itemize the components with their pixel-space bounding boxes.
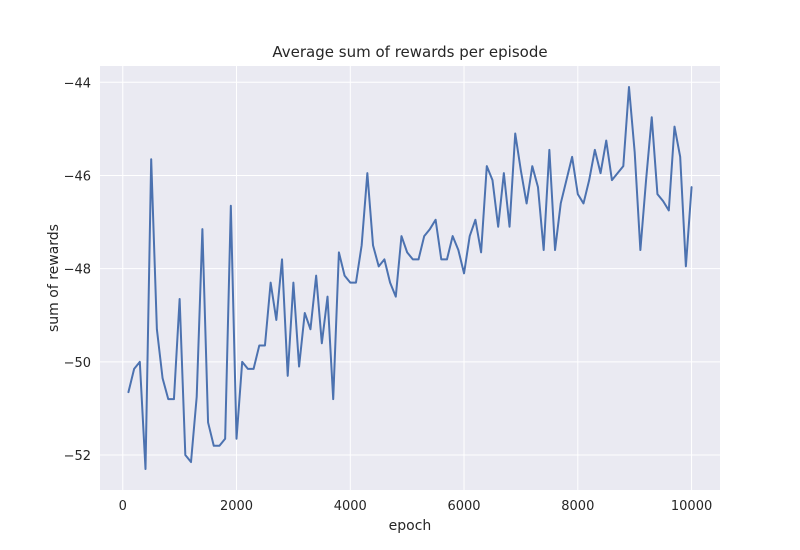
series-line [127, 85, 693, 471]
y-tick-label: −50 [64, 356, 91, 371]
y-axis-label: sum of rewards [46, 224, 62, 332]
x-tick-label: 0 [119, 499, 127, 514]
y-tick-labels: −52 −50 −48 −46 −44 [64, 76, 91, 464]
x-tick-label: 8000 [561, 499, 594, 514]
y-tick-label: −52 [64, 449, 91, 464]
y-tick-label: −44 [64, 76, 91, 91]
x-tick-label: 4000 [334, 499, 367, 514]
x-tick-label: 10000 [671, 499, 712, 514]
x-axis-label: epoch [389, 518, 432, 534]
x-tick-label: 6000 [447, 499, 480, 514]
chart-title: Average sum of rewards per episode [272, 43, 547, 61]
series-line-layer [127, 85, 693, 471]
x-tick-label: 2000 [220, 499, 253, 514]
y-tick-label: −46 [64, 169, 91, 184]
x-tick-labels: 0 2000 4000 6000 8000 10000 [119, 499, 713, 514]
plot-area [100, 66, 720, 490]
y-tick-label: −48 [64, 263, 91, 278]
